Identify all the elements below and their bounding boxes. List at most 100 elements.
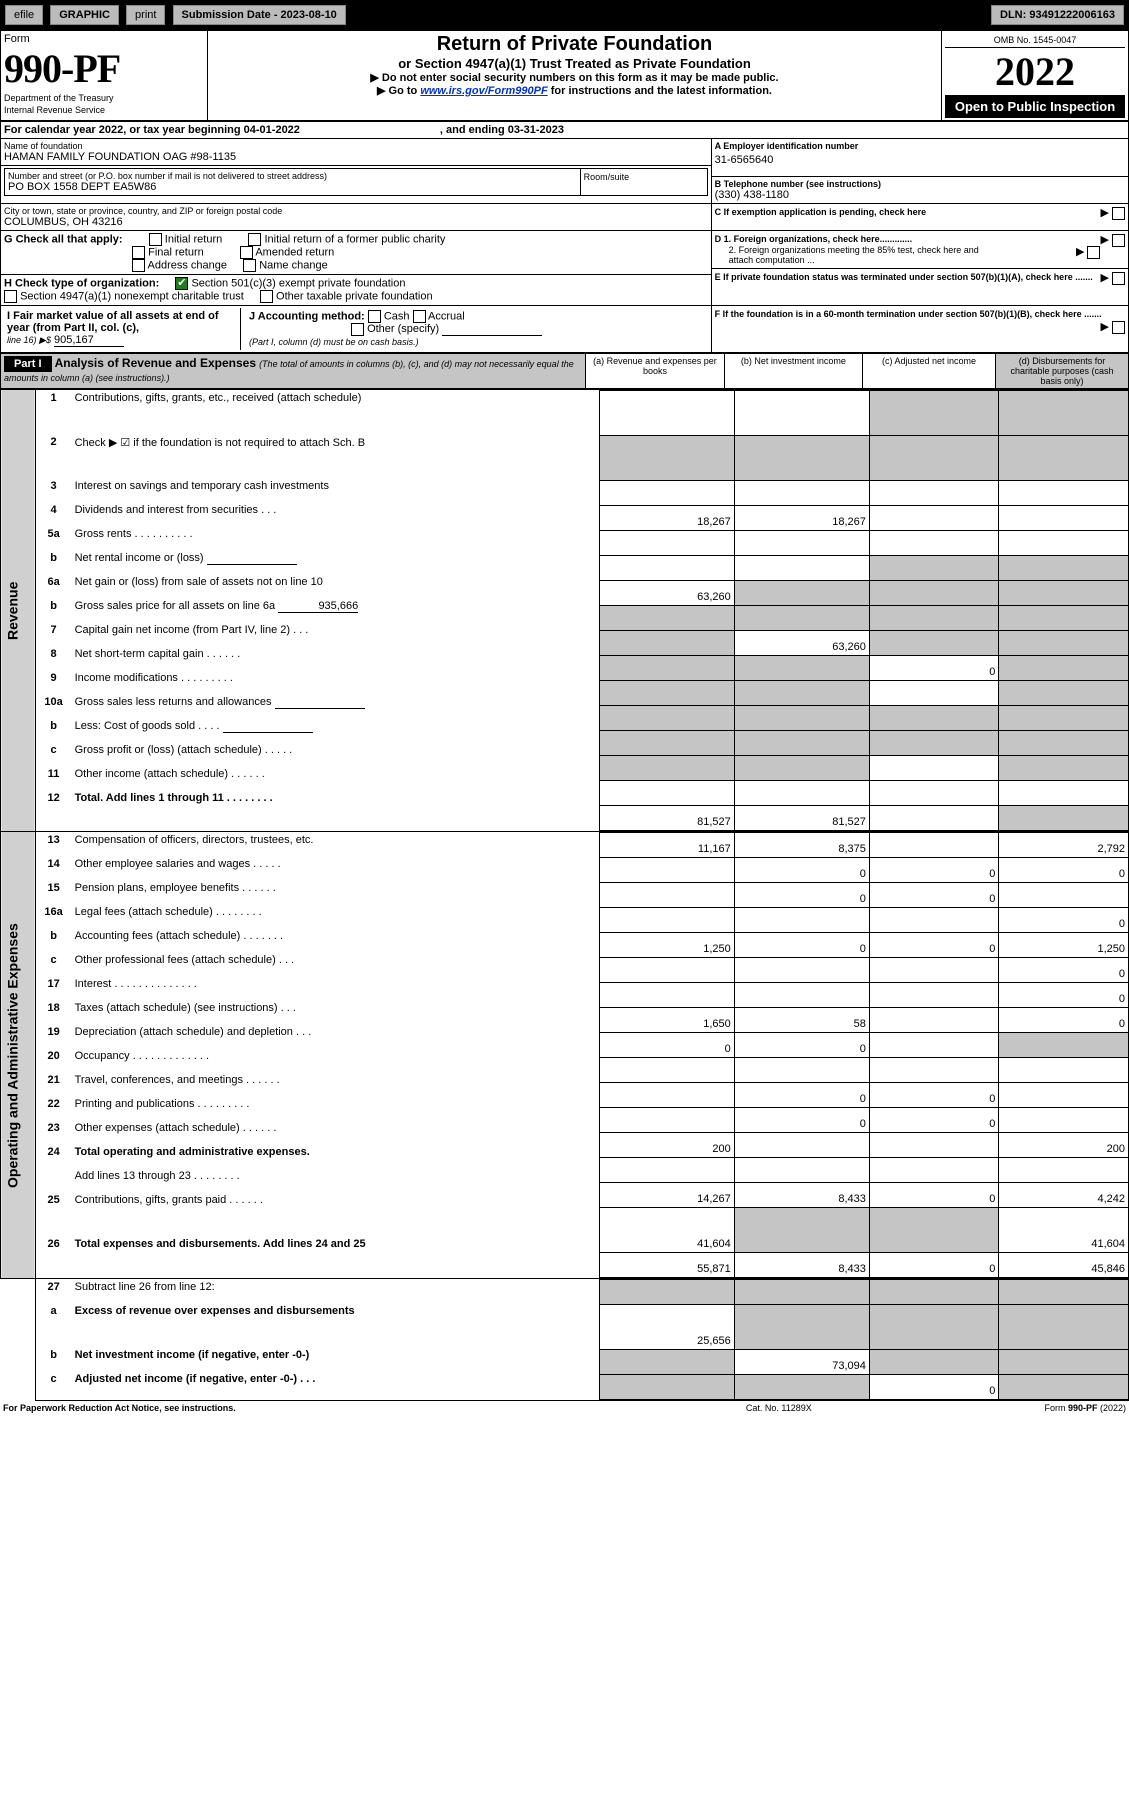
cell [999, 481, 1128, 506]
cell: 81,527 [735, 806, 869, 831]
cell [600, 556, 734, 581]
J-cash-check[interactable] [368, 310, 381, 323]
cell [870, 391, 999, 436]
cell: 1,250 [600, 933, 734, 958]
cell [870, 436, 999, 481]
G-amended-check[interactable] [240, 246, 253, 259]
goto-suffix: for instructions and the latest informat… [551, 85, 772, 97]
cell [999, 556, 1128, 581]
efile-button[interactable]: efile [5, 5, 43, 25]
cell [870, 481, 999, 506]
phone: (330) 438-1180 [715, 189, 1125, 201]
form990pf-link[interactable]: www.irs.gov/Form990PF [420, 85, 547, 97]
G-final-return-check[interactable] [132, 246, 145, 259]
D2-checkbox[interactable] [1087, 246, 1100, 259]
J-other-input[interactable] [442, 323, 542, 336]
row-num: b [36, 718, 72, 742]
cell [870, 1280, 999, 1305]
row-label: Total expenses and disbursements. Add li… [72, 1236, 599, 1260]
G-former-public-check[interactable] [248, 233, 261, 246]
cell [870, 781, 999, 806]
cell: 0 [735, 1033, 869, 1058]
cat-no: Cat. No. 11289X [677, 1401, 881, 1415]
cell: 0 [870, 858, 999, 883]
row-label: Compensation of officers, directors, tru… [72, 832, 599, 856]
cell [999, 706, 1128, 731]
cell [735, 556, 869, 581]
cell: 0 [999, 858, 1128, 883]
cell [999, 1083, 1128, 1108]
cell: 25,656 [600, 1305, 734, 1350]
cell [870, 1008, 999, 1033]
dln: DLN: 93491222006163 [991, 5, 1124, 25]
cell: 0 [999, 908, 1128, 933]
E-checkbox[interactable] [1112, 272, 1125, 285]
H-other-check[interactable] [260, 290, 273, 303]
G-initial-return-check[interactable] [149, 233, 162, 246]
cell [600, 481, 734, 506]
cell [735, 481, 869, 506]
H-501c3-check[interactable]: ✔ [175, 277, 188, 290]
cell [735, 1305, 869, 1350]
row-num: 19 [36, 1024, 72, 1048]
I-value-input[interactable] [54, 334, 124, 347]
G-addr-change-check[interactable] [132, 259, 145, 272]
cell [735, 391, 869, 436]
cell [735, 706, 869, 731]
H-4947-check[interactable] [4, 290, 17, 303]
cell [870, 958, 999, 983]
row-num: c [36, 952, 72, 976]
F-label: F If the foundation is in a 60-month ter… [715, 309, 1102, 319]
G-opt-4: Amended return [255, 246, 334, 258]
G-name-change-check[interactable] [243, 259, 256, 272]
J-cash: Cash [384, 310, 410, 322]
row-num: 6a [36, 574, 72, 598]
cell [600, 706, 734, 731]
ein: 31-6565640 [715, 154, 1125, 166]
cell: 18,267 [735, 506, 869, 531]
row-label: Other expenses (attach schedule) . . . .… [72, 1120, 599, 1144]
print-button[interactable]: print [126, 5, 165, 25]
form-header: Form 990-PF Department of the Treasury I… [0, 30, 1129, 121]
row-num: a [36, 1303, 72, 1347]
row-num: 2 [36, 434, 72, 478]
row-num: 23 [36, 1120, 72, 1144]
cell: 73,094 [735, 1350, 869, 1375]
foundation-name: HAMAN FAMILY FOUNDATION OAG #98-1135 [4, 151, 708, 163]
footer: For Paperwork Reduction Act Notice, see … [0, 1401, 1129, 1415]
row-num: 3 [36, 478, 72, 502]
row-num: 13 [36, 832, 72, 856]
row-num: b [36, 598, 72, 622]
cell [999, 1350, 1128, 1375]
row-num: 10a [36, 694, 72, 718]
cell [870, 556, 999, 581]
cell [870, 706, 999, 731]
row-label: Taxes (attach schedule) (see instruction… [72, 1000, 599, 1024]
cell [870, 983, 999, 1008]
J-other-check[interactable] [351, 323, 364, 336]
C-label: C If exemption application is pending, c… [715, 207, 927, 217]
row-num: 1 [36, 390, 72, 434]
row-num: 27 [36, 1279, 72, 1303]
cell: 11,167 [600, 833, 734, 858]
row-num: c [36, 1371, 72, 1395]
cell: 0 [870, 1183, 999, 1208]
J-accrual-check[interactable] [413, 310, 426, 323]
cell: 0 [999, 958, 1128, 983]
cell [999, 656, 1128, 681]
cell [735, 731, 869, 756]
F-checkbox[interactable] [1112, 321, 1125, 334]
row-label: Subtract line 26 from line 12: [72, 1279, 599, 1303]
cell [999, 883, 1128, 908]
D1-checkbox[interactable] [1112, 234, 1125, 247]
cell: 41,604 [600, 1208, 734, 1253]
C-checkbox[interactable] [1112, 207, 1125, 220]
graphic-button[interactable]: GRAPHIC [50, 5, 119, 25]
J-label: J Accounting method: [249, 310, 365, 322]
row-label: Travel, conferences, and meetings . . . … [72, 1072, 599, 1096]
cell: 1,650 [600, 1008, 734, 1033]
row-label: Net short-term capital gain . . . . . . [72, 646, 599, 670]
cell [999, 781, 1128, 806]
row-num: 26 [36, 1236, 72, 1260]
cell [735, 656, 869, 681]
